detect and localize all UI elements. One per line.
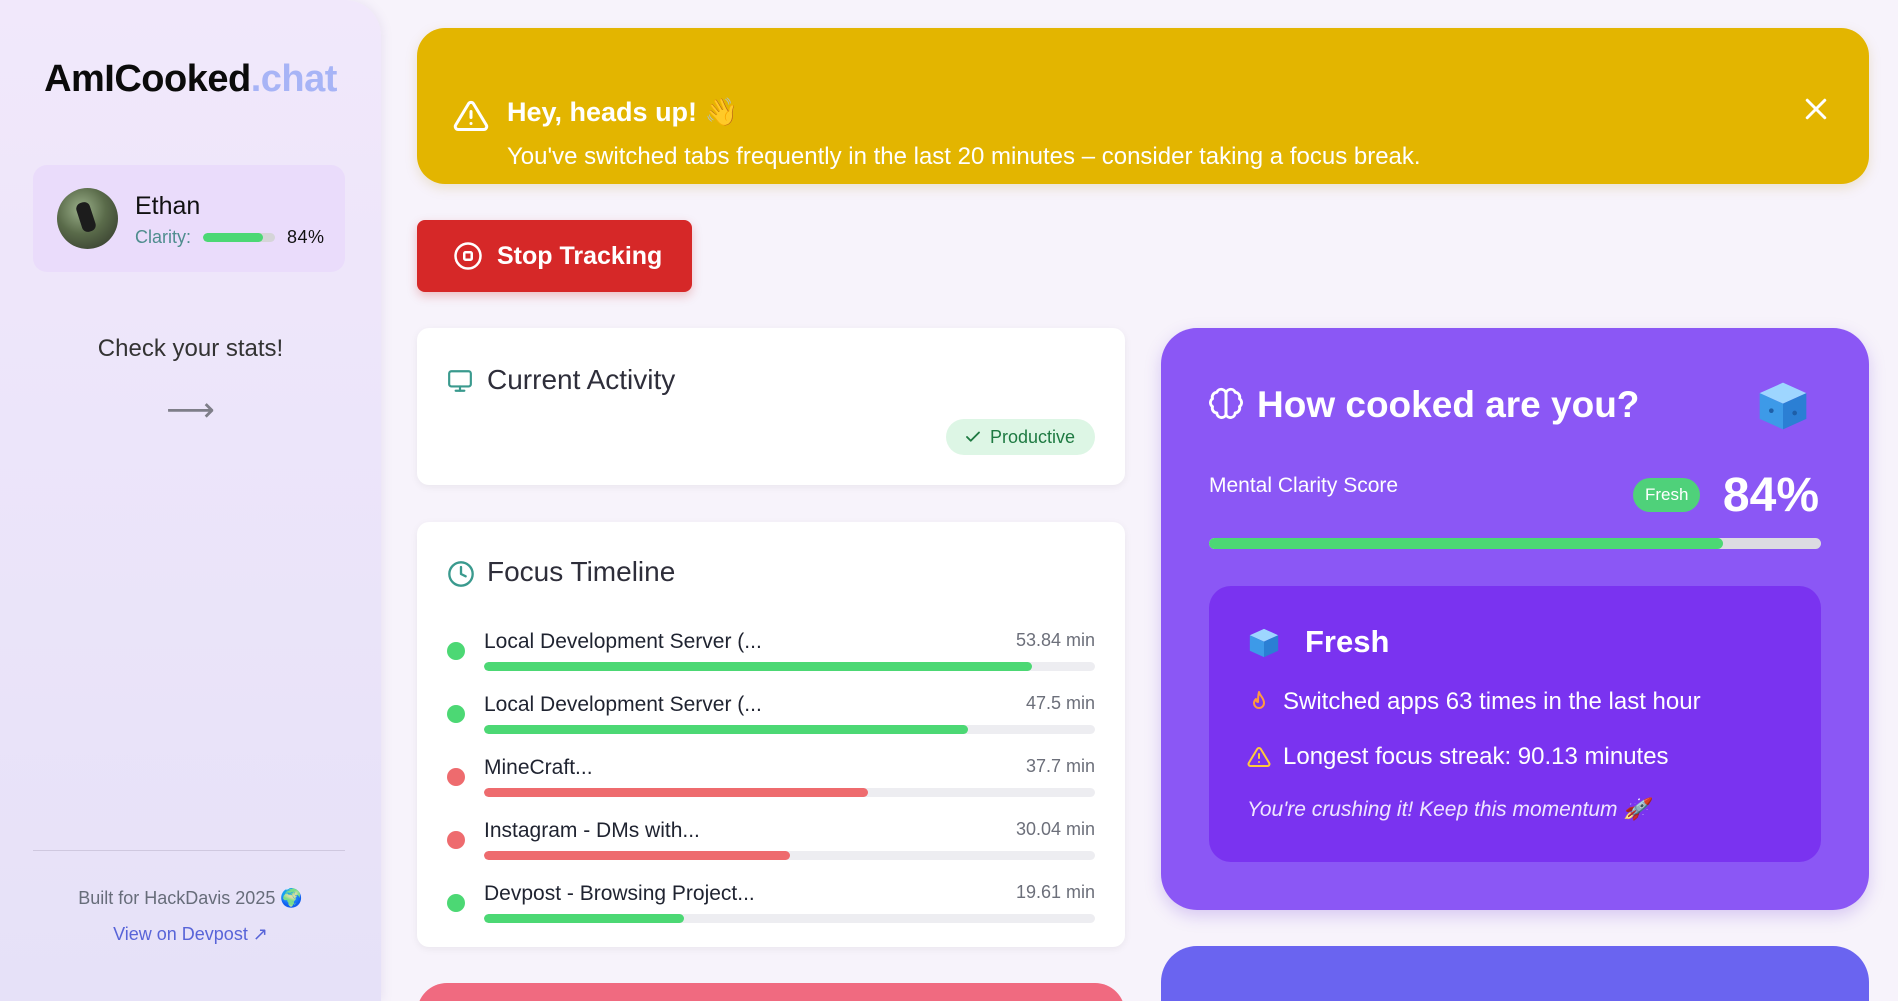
close-icon[interactable]	[1801, 94, 1831, 124]
timeline-item-bar	[484, 662, 1095, 671]
app-switch-text: Switched apps 63 times in the last hour	[1283, 688, 1701, 715]
timeline-item-bar-fill	[484, 725, 968, 734]
current-activity-card: Current Activity Productive	[417, 328, 1125, 485]
stop-tracking-button[interactable]: Stop Tracking	[417, 220, 692, 292]
clarity-label: Clarity:	[135, 227, 192, 247]
timeline-item-bar-fill	[484, 662, 1033, 671]
flame-icon	[1253, 691, 1265, 709]
timeline-item[interactable]: Instagram - DMs with... 30.04 min	[447, 819, 1095, 875]
timeline-item-label: Local Development Server (...	[484, 693, 762, 716]
ice-cube-icon	[1759, 382, 1807, 430]
cooked-card: How cooked are you? Mental Clarity Score…	[1161, 328, 1869, 910]
timeline-item-label: Devpost - Browsing Project...	[484, 882, 755, 905]
clarity-score-label: Mental Clarity Score	[1209, 474, 1399, 497]
stats-prompt: Check your stats!	[97, 335, 284, 362]
timeline-item-bar	[484, 851, 1095, 860]
focus-timeline-title: Focus Timeline	[487, 556, 676, 587]
clarity-score-value: 84%	[1722, 469, 1819, 522]
timeline-item-bar-fill	[484, 788, 868, 797]
sidebar: AmICooked.chat Ethan Clarity: 84% Check …	[0, 0, 381, 1001]
productive-badge-label: Productive	[989, 426, 1075, 447]
current-activity-title: Current Activity	[487, 364, 676, 395]
timeline-item-bar	[484, 914, 1095, 923]
clarity-mini-bar	[203, 233, 276, 242]
timeline-status-dot	[447, 768, 465, 786]
monitor-icon	[448, 370, 472, 392]
user-card[interactable]: Ethan Clarity: 84%	[33, 165, 345, 272]
status-pill: Fresh	[1633, 478, 1701, 512]
built-for-text: Built for HackDavis 2025 🌍	[78, 888, 303, 908]
insights-card	[1161, 946, 1869, 1001]
focus-streak-text: Longest focus streak: 90.13 minutes	[1283, 743, 1669, 770]
timeline-item-duration: 53.84 min	[1015, 630, 1095, 650]
timeline-status-dot	[447, 705, 465, 723]
status-detail-card: Fresh Switched apps 63 times in the last…	[1209, 586, 1821, 862]
timeline-item-duration: 47.5 min	[1025, 693, 1095, 713]
stop-tracking-label: Stop Tracking	[497, 241, 663, 270]
user-name: Ethan	[135, 192, 201, 220]
timeline-item-bar-fill	[484, 851, 790, 860]
brain-icon	[1209, 387, 1243, 419]
timeline-item-duration: 37.7 min	[1025, 756, 1095, 776]
focus-streak-stat: Longest focus streak: 90.13 minutes	[1247, 743, 1669, 771]
motivation-quote: You're crushing it! Keep this momentum 🚀	[1247, 798, 1650, 821]
alert-title: Hey, heads up! 👋	[507, 97, 739, 127]
alert-banner: Hey, heads up! 👋 You've switched tabs fr…	[417, 28, 1869, 184]
app-logo[interactable]: AmICooked.chat	[0, 58, 381, 101]
clarity-row: Clarity: 84%	[135, 227, 325, 248]
distraction-card	[417, 983, 1125, 1001]
avatar	[57, 188, 118, 249]
alert-message: You've switched tabs frequently in the l…	[507, 143, 1421, 170]
timeline-item-duration: 19.61 min	[1015, 882, 1095, 902]
sidebar-divider	[33, 850, 345, 851]
timeline-status-dot	[447, 831, 465, 849]
warning-triangle-icon	[453, 100, 489, 131]
timeline-item-bar	[484, 788, 1095, 797]
clarity-score-bar-fill	[1209, 538, 1724, 549]
status-detail-title: Fresh	[1305, 624, 1390, 659]
clock-icon	[448, 561, 474, 587]
arrow-right-icon[interactable]: ⟶	[166, 391, 215, 429]
timeline-item[interactable]: MineCraft... 37.7 min	[447, 756, 1095, 812]
productive-badge: Productive	[945, 419, 1095, 455]
timeline-status-dot	[447, 642, 465, 660]
timeline-item-bar	[484, 725, 1095, 734]
check-icon	[966, 431, 980, 442]
stop-circle-icon	[454, 242, 482, 270]
ice-cube-icon	[1249, 628, 1279, 658]
timeline-item[interactable]: Local Development Server (... 53.84 min	[447, 630, 1095, 686]
timeline-item-label: MineCraft...	[484, 756, 593, 779]
logo-accent: .chat	[250, 58, 338, 100]
clarity-value: 84%	[287, 227, 325, 247]
warning-triangle-icon	[1247, 746, 1271, 767]
clarity-mini-bar-fill	[203, 233, 264, 242]
timeline-item[interactable]: Local Development Server (... 47.5 min	[447, 693, 1095, 749]
timeline-item[interactable]: Devpost - Browsing Project... 19.61 min	[447, 882, 1095, 938]
timeline-item-label: Local Development Server (...	[484, 630, 762, 653]
logo-main: AmICooked	[44, 58, 251, 100]
timeline-status-dot	[447, 894, 465, 912]
cooked-title: How cooked are you?	[1257, 384, 1640, 425]
timeline-item-duration: 30.04 min	[1015, 819, 1095, 839]
timeline-item-label: Instagram - DMs with...	[484, 819, 700, 842]
focus-timeline-card: Focus Timeline Local Development Server …	[417, 522, 1125, 947]
clarity-score-bar	[1209, 538, 1821, 549]
app-switch-stat: Switched apps 63 times in the last hour	[1247, 688, 1701, 716]
devpost-link[interactable]: View on Devpost ↗	[113, 924, 268, 944]
timeline-item-bar-fill	[484, 914, 684, 923]
